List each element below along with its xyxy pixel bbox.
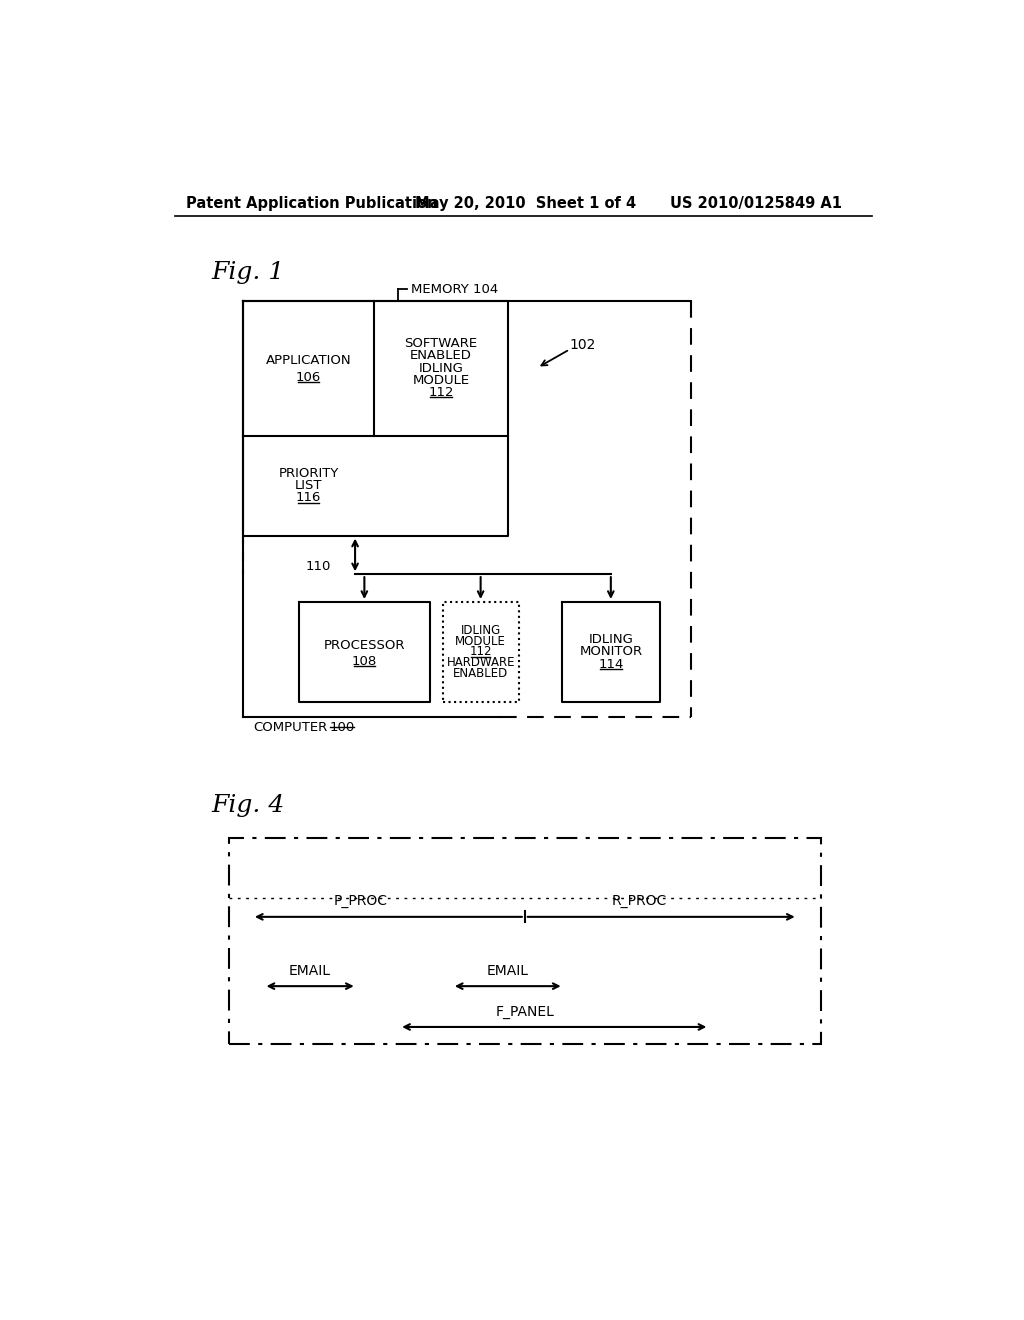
Text: LIST: LIST (295, 479, 323, 492)
Text: R_PROC: R_PROC (612, 895, 667, 908)
Text: Fig. 1: Fig. 1 (212, 261, 285, 284)
Text: F_PANEL: F_PANEL (496, 1005, 554, 1019)
Text: SOFTWARE: SOFTWARE (404, 337, 477, 350)
Text: ENABLED: ENABLED (453, 667, 508, 680)
Text: 114: 114 (598, 657, 624, 671)
Bar (228, 838, 821, 1044)
Text: IDLING: IDLING (461, 624, 501, 638)
Text: PROCESSOR: PROCESSOR (324, 639, 406, 652)
Text: MEMORY 104: MEMORY 104 (411, 282, 498, 296)
Text: P_PROC: P_PROC (334, 895, 387, 908)
Text: 110: 110 (306, 560, 331, 573)
Text: 108: 108 (352, 655, 377, 668)
Text: COMPUTER: COMPUTER (254, 721, 328, 734)
Text: EMAIL: EMAIL (289, 964, 331, 978)
Text: 112: 112 (428, 387, 454, 400)
Text: May 20, 2010  Sheet 1 of 4: May 20, 2010 Sheet 1 of 4 (415, 195, 636, 211)
Text: 106: 106 (296, 371, 322, 384)
Text: HARDWARE: HARDWARE (446, 656, 515, 669)
Text: PRIORITY: PRIORITY (279, 467, 339, 480)
Text: 102: 102 (569, 338, 596, 351)
Text: MODULE: MODULE (456, 635, 506, 648)
Bar (442, 602, 518, 702)
Text: US 2010/0125849 A1: US 2010/0125849 A1 (671, 195, 843, 211)
Text: MONITOR: MONITOR (580, 645, 642, 659)
Text: 116: 116 (296, 491, 322, 504)
Text: IDLING: IDLING (419, 362, 464, 375)
Text: APPLICATION: APPLICATION (266, 354, 351, 367)
Text: Patent Application Publication: Patent Application Publication (186, 195, 437, 211)
Text: EMAIL: EMAIL (486, 964, 528, 978)
Text: IDLING: IDLING (589, 634, 633, 647)
Text: 100: 100 (330, 721, 354, 734)
Text: 112: 112 (469, 645, 492, 659)
Text: MODULE: MODULE (413, 374, 470, 387)
Text: Fig. 4: Fig. 4 (212, 793, 285, 817)
Text: ENABLED: ENABLED (411, 350, 472, 363)
